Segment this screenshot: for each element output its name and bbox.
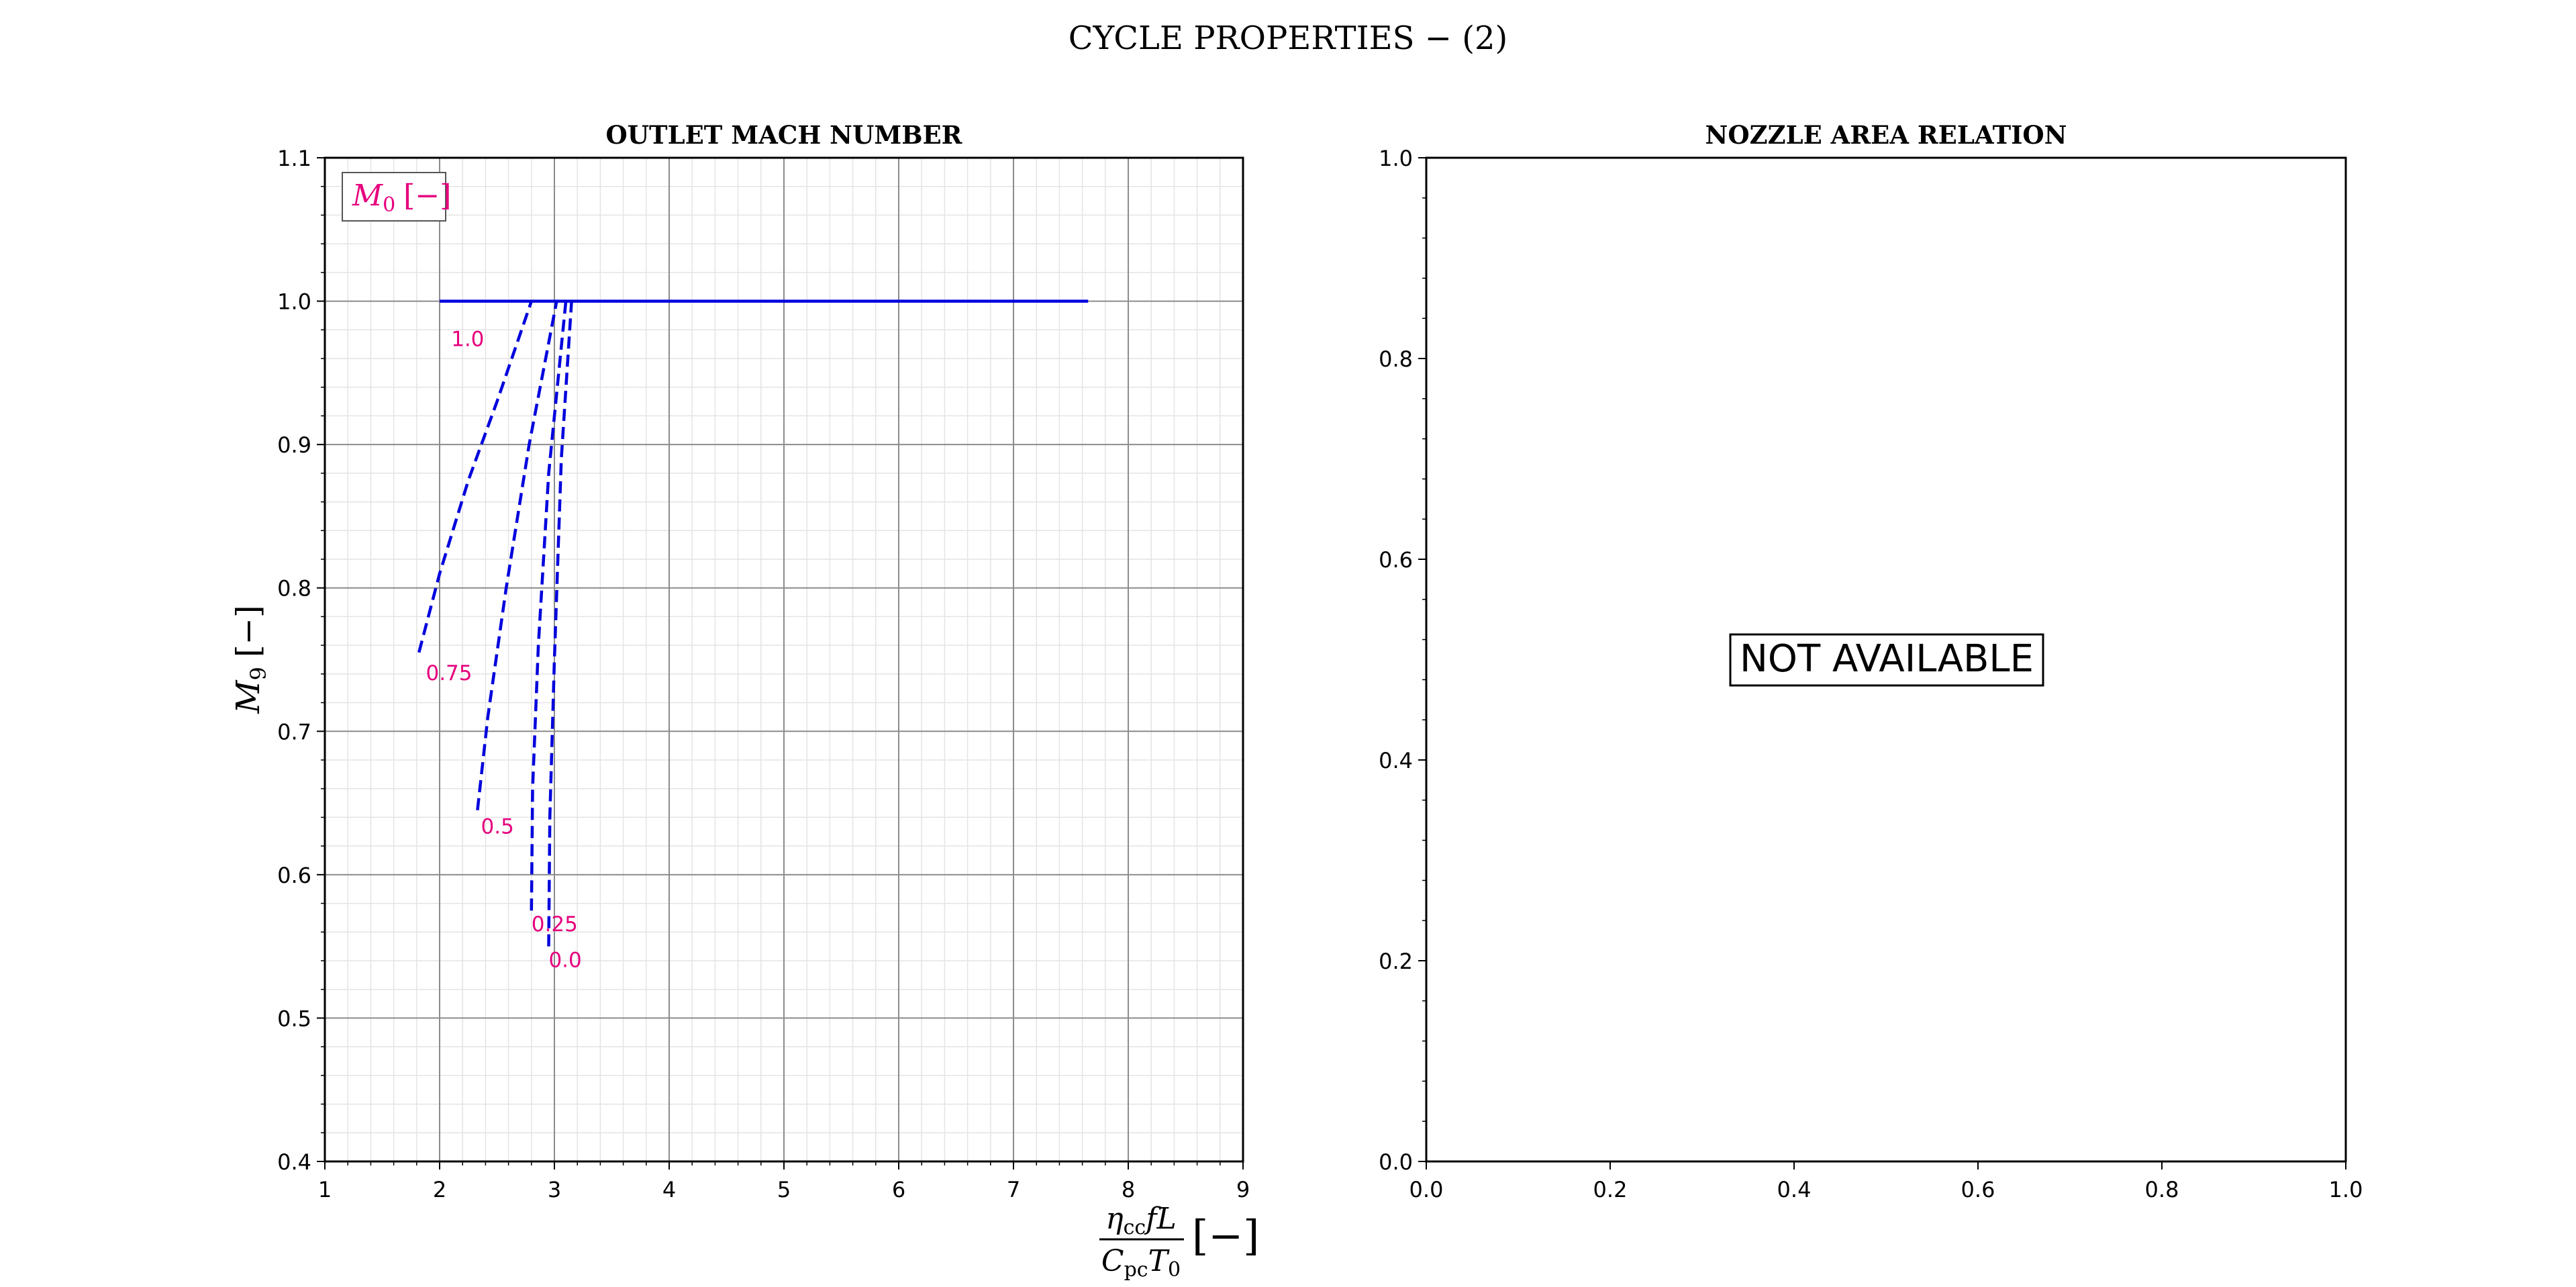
series-label: 0.25	[532, 912, 578, 937]
y-tick-label: 0.6	[1379, 547, 1413, 573]
series-line-0.5	[476, 301, 558, 811]
plot-nozzle-area-relation: 0.0 0.2 0.4 0.6 0.8 1.0 0.0 0.2 0.4 0.6 0.8 1.0 NOZ…	[1379, 120, 2363, 1202]
y-tick-label: 0.9	[277, 432, 311, 458]
x-axis-label: ηccfL CpcT0 [−]	[1099, 1202, 1259, 1282]
plot-title: OUTLET MACH NUMBER	[606, 120, 962, 150]
plot-outlet-mach-number: 1.0 0.75 0.5 0.25 0.0 1 2 3 4 5 6 7 8 9 0.4 0.5 0.6 0.7 0…	[230, 120, 1259, 1282]
series-label: 0.0	[548, 948, 581, 972]
y-tick-label: 0.4	[277, 1149, 311, 1175]
series-lines	[417, 299, 1089, 947]
plot-frame	[1425, 156, 2347, 1163]
series-line-0.0	[547, 301, 573, 947]
y-tick-label: 0.7	[277, 719, 311, 745]
series-labels: 1.0 0.75 0.5 0.25 0.0	[426, 328, 581, 973]
series-label: 0.75	[426, 661, 472, 685]
x-tick-label: 0.6	[1961, 1177, 1995, 1202]
series-label: 1.0	[451, 328, 484, 352]
figure-title: CYCLE PROPERTIES − (2)	[1069, 19, 1508, 57]
x-tick-label: 3	[548, 1177, 561, 1202]
x-tick-label: 8	[1122, 1177, 1135, 1202]
x-label-numerator: ηccfL	[1105, 1202, 1177, 1239]
series-label: 0.5	[481, 815, 514, 839]
y-axis-label: M9[−]	[230, 605, 271, 714]
y-tick-label: 0.8	[277, 576, 311, 602]
x-tick-label: 2	[433, 1177, 446, 1202]
series-line-0.75	[417, 300, 533, 653]
y-tick-label: 0.4	[1379, 748, 1413, 773]
x-tick-label: 6	[892, 1177, 905, 1202]
x-tick-label: 1	[318, 1177, 332, 1202]
not-available-box	[1729, 633, 2044, 687]
x-tick-label: 0.0	[1409, 1177, 1444, 1202]
y-tick-label: 0.2	[1379, 949, 1413, 974]
x-tick-label: 0.4	[1777, 1177, 1812, 1202]
y-tick-label: 1.0	[277, 289, 311, 315]
x-tick-label: 0.8	[2145, 1177, 2179, 1202]
legend: M0 [−]	[342, 172, 451, 222]
y-tick-label: 0.8	[1379, 346, 1413, 372]
legend-entry: M0 [−]	[352, 179, 451, 217]
x-tick-label: 1.0	[2329, 1177, 2363, 1202]
y-tick-label: 1.1	[277, 146, 311, 171]
y-tick-label: 0.5	[277, 1006, 311, 1031]
axis-ticks: 1 2 3 4 5 6 7 8 9 0.4 0.5 0.6 0.7 0.8 0.9 1.0 1.1	[277, 146, 1250, 1202]
not-available-text: NOT AVAILABLE	[1740, 637, 2034, 681]
x-tick-label: 7	[1007, 1177, 1020, 1202]
x-tick-label: 0.2	[1593, 1177, 1628, 1202]
plot-title: NOZZLE AREA RELATION	[1705, 120, 2067, 150]
series-line-0.25	[530, 301, 568, 911]
x-tick-label: 9	[1236, 1177, 1250, 1202]
minor-grid	[325, 158, 1243, 1161]
axis-ticks: 0.0 0.2 0.4 0.6 0.8 1.0 0.0 0.2 0.4 0.6 0.8 1.0	[1379, 146, 2363, 1202]
legend-box	[342, 172, 446, 222]
x-tick-label: 5	[777, 1177, 791, 1202]
x-tick-label: 4	[662, 1177, 676, 1202]
y-tick-label: 1.0	[1379, 146, 1413, 171]
x-label-unit: [−]	[1192, 1211, 1259, 1260]
y-tick-label: 0.6	[277, 863, 311, 888]
x-label-denominator: CpcT0	[1101, 1244, 1181, 1282]
y-tick-label: 0.0	[1379, 1149, 1413, 1175]
